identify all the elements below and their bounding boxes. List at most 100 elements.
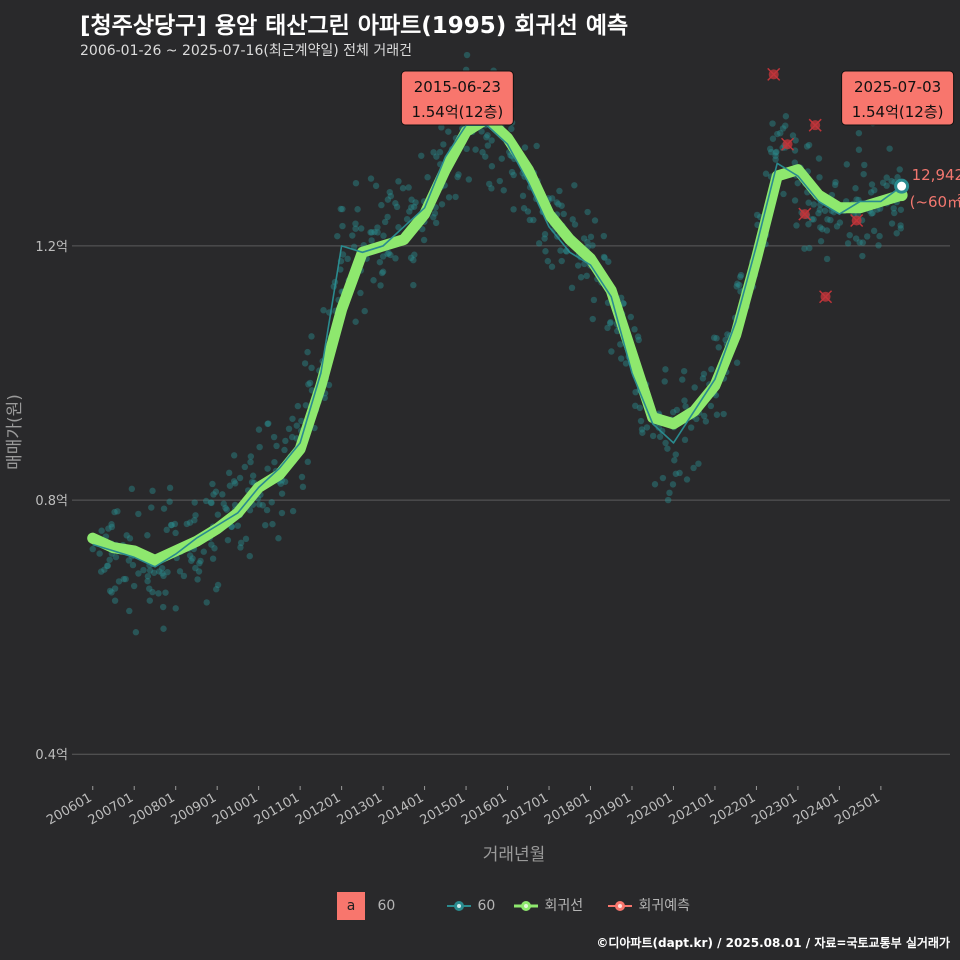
transaction-point [430,149,437,156]
transaction-point [455,171,462,178]
transaction-point [166,498,173,505]
transaction-point [883,182,890,189]
transaction-point [715,344,722,351]
transaction-point [693,415,700,423]
transaction-point [883,174,890,181]
transaction-point [868,181,876,188]
x-tick-label: 201401 [376,790,426,828]
transaction-point [308,364,315,372]
transaction-point [620,300,627,307]
x-tick-label: 202401 [791,790,841,828]
transaction-point [510,206,517,213]
transaction-point [568,284,576,292]
transaction-point [871,187,878,194]
transaction-point [256,501,263,508]
transaction-point [591,217,599,224]
regression-line [87,113,908,566]
transaction-point [410,281,417,289]
transaction-point [281,446,288,454]
transaction-point [897,206,905,213]
transaction-point [438,124,445,131]
transaction-point [378,201,385,209]
end-value-label: 12,942 [912,166,960,184]
series-layer [87,113,910,568]
transaction-point [555,201,562,208]
transaction-point [548,263,556,270]
transaction-point [349,232,356,239]
transaction-point [824,216,831,223]
transaction-point [733,283,740,290]
transaction-point [125,557,133,564]
transaction-point [202,497,210,505]
forecast-layer [767,67,864,304]
transaction-point [368,229,375,236]
transaction-point [708,366,715,373]
transaction-point [638,426,646,433]
transaction-point [97,568,105,575]
transaction-point [281,478,289,485]
x-tick-label: 202101 [666,790,716,828]
transaction-point [863,233,871,240]
transaction-point [891,209,898,217]
transaction-point [183,520,191,528]
transaction-point [247,458,254,466]
transaction-point [220,500,227,507]
transaction-point [606,320,614,327]
forecast-marker [781,137,795,151]
transaction-point [827,216,834,224]
transaction-point [488,185,495,192]
transaction-point [526,216,534,224]
transaction-point [632,402,639,410]
transaction-point [212,488,220,495]
transaction-point [352,220,359,227]
transaction-point [339,251,347,258]
transaction-point [412,199,419,206]
x-tick-label: 202301 [749,790,799,828]
transaction-point [234,522,241,529]
transaction-point [772,152,779,160]
transaction-point [149,487,156,495]
transaction-point [632,388,639,396]
transaction-point [649,432,657,440]
end-area-label: (~60㎡) [910,193,960,211]
transaction-point [875,242,882,249]
transaction-point [98,527,105,534]
x-tick-label: 201101 [252,790,302,828]
transaction-point [436,148,444,156]
transaction-point [278,509,286,517]
legend-regression-icon [514,901,538,911]
transaction-point [430,213,437,221]
transaction-point [129,561,137,569]
chart-title: [청주상당구] 용암 태산그린 아파트(1995) 회귀선 예측 [80,13,629,39]
transaction-point [106,587,114,595]
transaction-point [519,192,527,200]
legend-item-forecast: 회귀예측 [606,892,690,920]
transaction-point [773,148,780,156]
forecast-marker [808,118,822,132]
transaction-point [823,255,831,263]
transaction-point [381,218,389,226]
transaction-point [607,318,614,326]
transaction-point [870,227,878,235]
transaction-point [520,205,528,212]
transaction-point [890,205,897,212]
annotation-date: 2025-07-03 [854,78,941,96]
transaction-point [354,206,361,213]
transaction-point [888,220,896,227]
transaction-point [210,491,217,498]
transaction-point [817,224,824,231]
transaction-point [188,557,195,564]
transaction-point [247,453,255,460]
transaction-point [339,205,346,213]
transaction-point [762,170,770,177]
transaction-point [214,511,222,518]
transaction-point [248,478,256,486]
transaction-point [679,376,686,383]
transaction-point [637,417,645,425]
transaction-point [815,155,823,162]
transaction-point [420,236,428,244]
x-tick-label: 200701 [86,790,136,828]
legend-item-60: 60 [445,892,495,920]
transaction-point [631,326,638,333]
x-tick-label: 200801 [127,790,177,828]
